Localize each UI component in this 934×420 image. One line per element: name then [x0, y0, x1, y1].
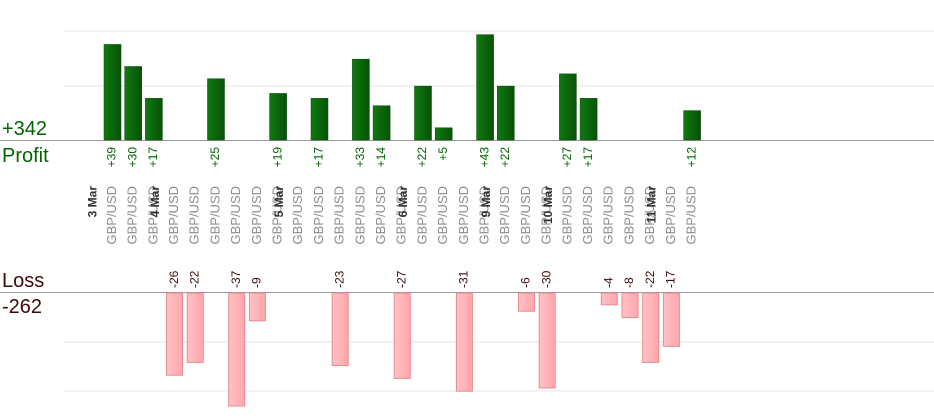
- pair-label: GBP/USD: [621, 186, 636, 245]
- pair-label: GBP/USD: [394, 186, 409, 245]
- pair-label: GBP/USD: [684, 186, 699, 245]
- loss-value-label: -23: [332, 270, 346, 288]
- pair-label: GBP/USD: [559, 186, 574, 245]
- loss-bar: [538, 292, 556, 389]
- loss-total: -262: [2, 296, 43, 318]
- pair-label: GBP/USD: [456, 186, 471, 245]
- date-label: 9 Mar: [479, 186, 493, 218]
- profit-bar: [476, 34, 494, 141]
- pair-label: GBP/USD: [373, 186, 388, 245]
- profit-value-label: +17: [581, 147, 595, 168]
- profit-bar: [207, 78, 225, 141]
- date-label: 3 Mar: [86, 186, 100, 218]
- loss-bar: [642, 292, 660, 363]
- profit-bar: [559, 73, 577, 141]
- profit-value-label: +17: [312, 147, 326, 168]
- loss-value-label: -8: [622, 277, 636, 288]
- profit-bar: [352, 58, 370, 141]
- profit-bar: [579, 98, 598, 141]
- profit-value-label: +30: [125, 147, 139, 168]
- date-label: 5 Mar: [272, 186, 286, 218]
- pair-label: GBP/USD: [228, 186, 243, 245]
- loss-bar: [600, 292, 618, 306]
- date-label: 4 Mar: [148, 186, 162, 218]
- pair-label: GBP/USD: [601, 186, 616, 245]
- pair-label: GBP/USD: [414, 186, 429, 245]
- profit-value-label: +5: [436, 147, 450, 161]
- pair-label: GBP/USD: [332, 186, 347, 245]
- loss-value-label: -37: [229, 270, 243, 288]
- date-label: 6 Mar: [396, 186, 410, 218]
- pair-label: GBP/USD: [435, 186, 450, 245]
- loss-value-label: -27: [394, 270, 408, 288]
- loss-bar: [518, 292, 535, 312]
- loss-value-label: -22: [643, 270, 657, 288]
- profit-value-label: +27: [560, 147, 574, 168]
- pair-label: GBP/USD: [497, 186, 512, 245]
- loss-value-label: -30: [539, 270, 553, 288]
- profit-bar: [310, 98, 329, 141]
- pair-label: GBP/USD: [249, 186, 264, 245]
- loss-bar: [621, 292, 639, 319]
- date-label: 10 Mar: [541, 186, 555, 224]
- pair-label: GBP/USD: [642, 186, 657, 245]
- pair-label: GBP/USD: [290, 186, 305, 245]
- pair-label: GBP/USD: [125, 186, 140, 245]
- profit-bar: [434, 127, 453, 141]
- pair-label: GBP/USD: [477, 186, 492, 245]
- loss-value-label: -4: [601, 277, 615, 288]
- loss-bar: [331, 292, 349, 367]
- pair-label: GBP/USD: [539, 186, 554, 245]
- profit-value-label: +22: [415, 147, 429, 168]
- profit-value-label: +19: [270, 147, 284, 168]
- pair-label: GBP/USD: [352, 186, 367, 245]
- loss-bar: [166, 292, 184, 376]
- profit-bar: [414, 85, 432, 141]
- profit-bar: [145, 98, 163, 141]
- profit-value-label: +33: [353, 147, 367, 168]
- loss-value-label: -17: [664, 270, 678, 288]
- pair-label: GBP/USD: [104, 186, 119, 245]
- pair-label: GBP/USD: [663, 186, 678, 245]
- profit-bar: [124, 66, 142, 141]
- pair-label: GBP/USD: [518, 186, 533, 245]
- loss-value-label: -22: [187, 270, 201, 288]
- profit-value-label: +39: [105, 147, 119, 168]
- loss-value-label: -9: [250, 277, 264, 288]
- date-label: 11 Mar: [645, 186, 659, 224]
- loss-value-label: -6: [519, 277, 533, 288]
- profit-value-label: +43: [477, 147, 491, 168]
- pair-label: GBP/USD: [145, 186, 160, 245]
- loss-bar: [228, 292, 246, 407]
- profit-total: +342: [2, 118, 48, 140]
- pair-label: GBP/USD: [311, 186, 326, 245]
- profit-bar: [372, 105, 391, 141]
- pair-label: GBP/USD: [187, 186, 202, 245]
- profit-value-label: +14: [374, 147, 388, 168]
- pair-label: GBP/USD: [207, 186, 222, 245]
- loss-bar: [455, 292, 473, 392]
- loss-bar: [393, 292, 411, 379]
- loss-bar: [248, 292, 266, 322]
- profit-bar: [683, 110, 701, 141]
- pair-label: GBP/USD: [270, 186, 285, 245]
- loss-label: Loss: [2, 270, 45, 292]
- pair-label: GBP/USD: [580, 186, 595, 245]
- loss-bar: [662, 292, 680, 347]
- profit-value-label: +17: [146, 147, 160, 168]
- loss-value-label: -31: [457, 270, 471, 288]
- profit-value-label: +25: [208, 147, 222, 168]
- pair-label: GBP/USD: [166, 186, 181, 245]
- profit-value-label: +22: [498, 147, 512, 168]
- profit-label: Profit: [2, 145, 49, 167]
- profit-bar: [269, 93, 287, 141]
- profit-bar: [103, 44, 122, 141]
- profit-value-label: +12: [684, 147, 698, 168]
- loss-value-label: -26: [167, 270, 181, 288]
- profit-bar: [497, 85, 515, 141]
- loss-bar: [186, 292, 204, 363]
